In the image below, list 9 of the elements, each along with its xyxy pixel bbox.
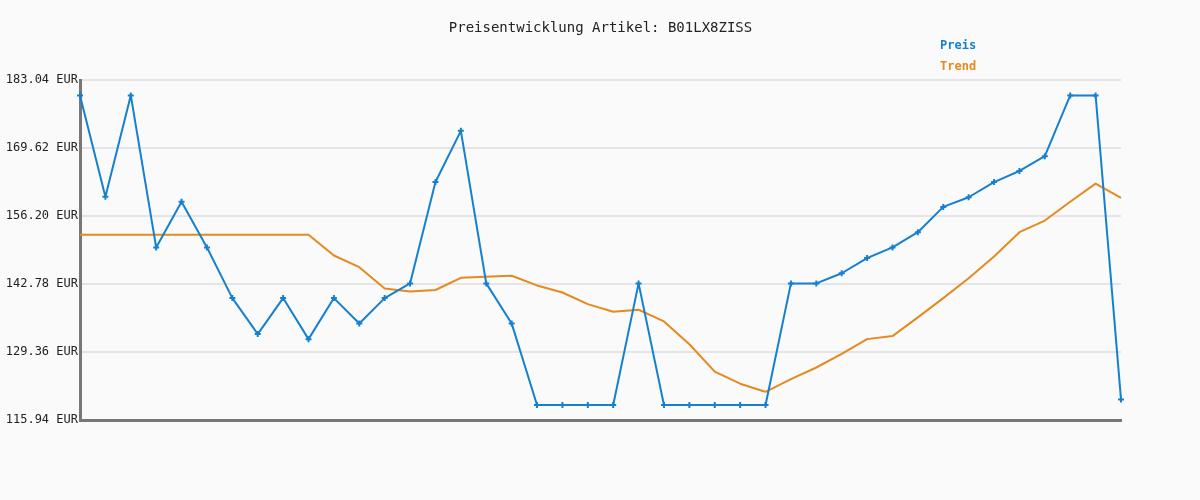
text: Preis xyxy=(940,38,977,53)
y-tick-label: 115.94 EUR xyxy=(5,412,79,427)
chart-title: Preisentwicklung Artikel: B01LX8ZISS xyxy=(448,18,753,35)
y-tick-label: 169.62 EUR xyxy=(5,140,79,155)
y-tick-label: 142.78 EUR xyxy=(5,276,79,291)
text: Trend xyxy=(940,59,977,74)
y-tick-label: 156.20 EUR xyxy=(5,208,79,223)
y-tick-label: 129.36 EUR xyxy=(5,344,79,359)
y-tick-label: 183.04 EUR xyxy=(5,72,79,87)
